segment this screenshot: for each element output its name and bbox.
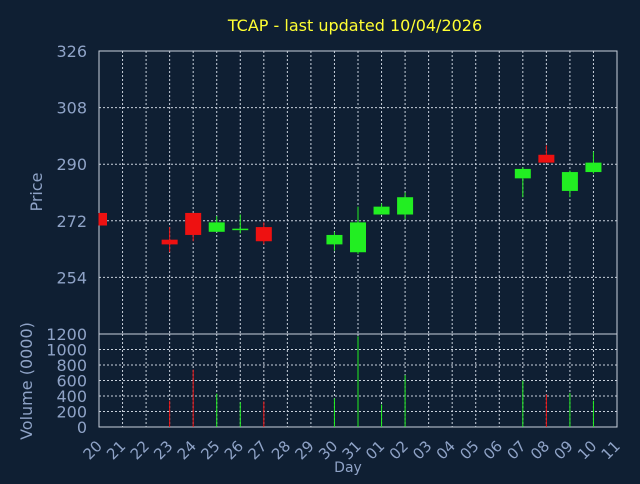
price-panel: 254 272 290 308 326	[56, 42, 618, 335]
volume-tick-label: 400	[56, 387, 87, 406]
price-tick-label: 272	[56, 212, 87, 231]
day-tick-label: 22	[127, 437, 153, 463]
candle-body	[561, 172, 578, 191]
volume-axis-label: Volume (0000)	[17, 322, 36, 440]
day-tick-label: 01	[362, 437, 388, 463]
volume-tick-label: 200	[56, 403, 87, 422]
price-tick-label: 326	[56, 42, 87, 61]
volume-tick-label: 0	[77, 418, 87, 437]
day-tick-label: 09	[551, 437, 577, 463]
day-tick-label: 26	[221, 437, 247, 463]
volume-tick-label: 800	[56, 356, 87, 375]
day-tick-label: 11	[598, 437, 624, 463]
day-tick-label: 07	[503, 437, 529, 463]
candle-body	[585, 162, 602, 173]
day-axis-label: Day	[334, 460, 362, 476]
candle-body	[350, 222, 366, 253]
candle-body	[232, 228, 249, 231]
day-tick-label: 04	[433, 437, 459, 463]
candle-body	[326, 234, 343, 245]
day-tick-label: 29	[292, 437, 318, 463]
candle-body	[514, 168, 531, 179]
price-tick-label: 254	[56, 268, 87, 287]
volume-tick-label: 1000	[46, 341, 87, 360]
day-tick-label: 24	[174, 437, 200, 463]
candle-body	[161, 239, 178, 245]
volume-tick-label: 1200	[46, 325, 87, 344]
price-tick-label: 290	[56, 155, 87, 174]
day-tick-label: 25	[197, 437, 223, 463]
day-tick-label: 10	[574, 437, 600, 463]
candle-body	[397, 197, 414, 215]
candle-body	[185, 212, 202, 235]
candle-body	[373, 206, 390, 215]
price-tick-label: 308	[56, 99, 87, 118]
day-tick-label: 27	[244, 437, 270, 463]
day-tick-label: 23	[150, 437, 176, 463]
candle-body	[538, 154, 555, 163]
day-tick-label: 03	[409, 437, 435, 463]
day-tick-label: 08	[527, 437, 553, 463]
candle-body	[99, 212, 107, 226]
candle-body	[255, 227, 272, 242]
price-axis-label: Price	[27, 172, 46, 211]
chart-title: TCAP - last updated 10/04/2026	[227, 16, 482, 35]
day-tick-label: 28	[268, 437, 294, 463]
candle-body	[208, 222, 225, 232]
day-tick-label: 06	[480, 437, 506, 463]
volume-tick-label: 600	[56, 372, 87, 391]
day-tick-label: 21	[103, 437, 129, 463]
day-tick-label: 02	[386, 437, 412, 463]
day-tick-label: 05	[456, 437, 482, 463]
day-tick-label: 20	[80, 437, 106, 463]
